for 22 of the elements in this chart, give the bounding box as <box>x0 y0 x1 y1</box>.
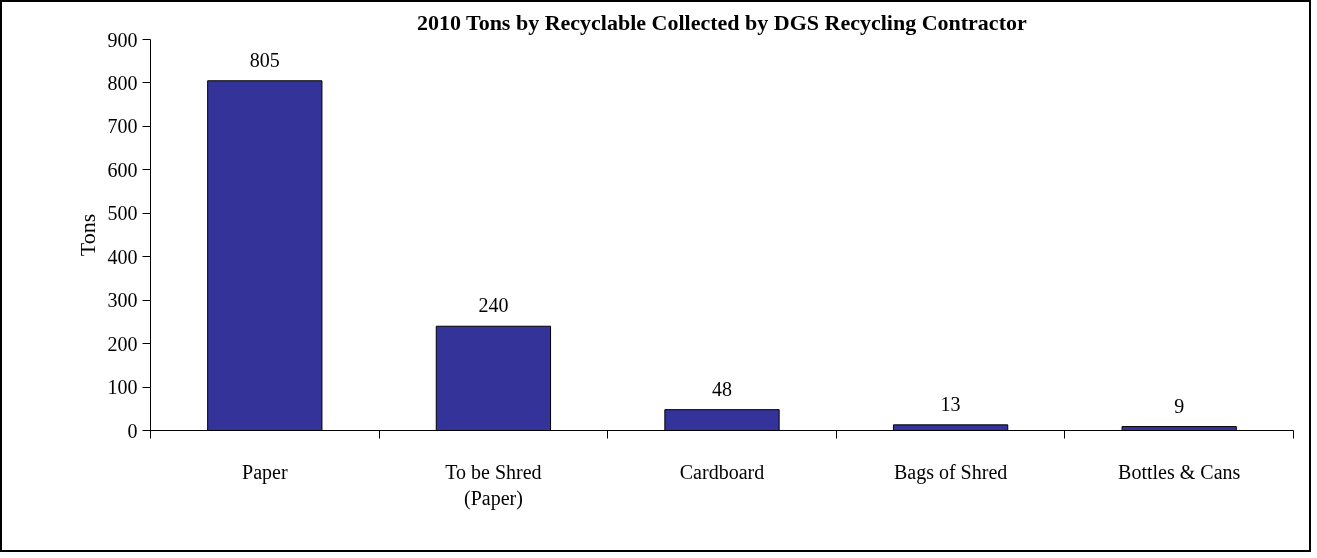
y-tick-label: 700 <box>107 115 138 138</box>
x-tick-label: Cardboard <box>679 460 765 483</box>
y-tick-label: 900 <box>107 28 138 51</box>
x-tick-label: Bottles & Cans <box>1118 460 1241 483</box>
x-tick-label: Bags of Shred <box>893 460 1008 484</box>
y-tick-label: 800 <box>107 71 138 94</box>
y-tick-label: 200 <box>107 332 138 355</box>
y-axis-title: Tons <box>74 213 100 257</box>
y-tick-label: 600 <box>107 158 138 181</box>
data-label: 240 <box>478 294 509 317</box>
data-label: 48 <box>712 377 732 400</box>
data-label: 805 <box>249 48 280 71</box>
data-label: 13 <box>940 392 961 415</box>
x-tick-label: Paper <box>242 460 288 484</box>
y-tick-label: 100 <box>107 376 138 399</box>
data-label: 9 <box>1174 394 1185 417</box>
y-tick-label: 500 <box>107 202 138 225</box>
chart-title: 2010 Tons by Recyclable Collected by DGS Recycling Contractor <box>416 9 1027 35</box>
x-tick-label: To be Shred (Paper) <box>445 460 542 510</box>
y-tick-label: 400 <box>107 245 138 268</box>
y-tick-label: 0 <box>127 419 138 442</box>
y-tick-label: 300 <box>107 289 138 312</box>
